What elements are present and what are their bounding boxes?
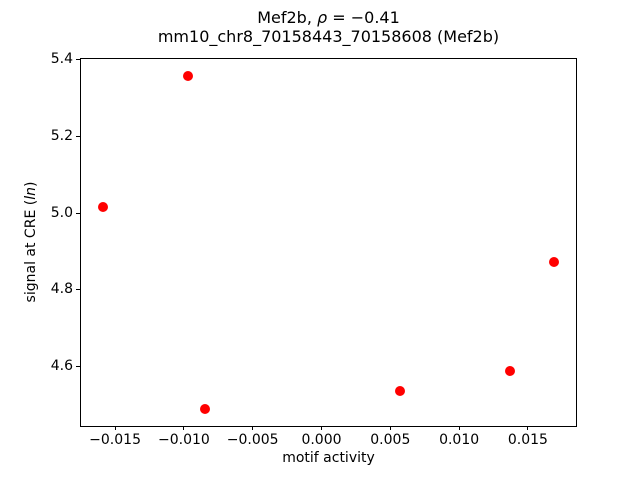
x-tick-mark [527,426,529,430]
x-tick-mark [183,426,185,430]
y-tick-label: 5.0 [50,204,73,221]
y-tick-mark [76,212,80,214]
y-axis-label-text: signal at CRE ( [23,199,39,303]
y-tick-label: 4.8 [50,281,73,298]
plot-area [80,57,577,427]
y-axis-label: signal at CRE (ln) [23,182,39,303]
x-tick-mark [252,426,254,430]
data-point [505,366,516,377]
title-correlation-value: = −0.41 [327,8,400,27]
y-tick-mark [76,135,80,137]
y-tick-mark [76,365,80,367]
title-gene-label: Mef2b, [257,8,318,27]
x-tick-label: −0.015 [89,432,141,448]
y-tick-label: 5.2 [50,127,73,144]
x-tick-label: 0.000 [301,432,342,448]
y-tick-mark [76,59,80,61]
x-tick-mark [458,426,460,430]
x-tick-label: −0.005 [226,432,279,448]
chart-title: Mef2b, ρ = −0.41 mm10_chr8_70158443_7015… [80,8,577,46]
x-tick-mark [389,426,391,430]
y-axis-label-close: ) [23,181,39,188]
y-tick-label: 4.6 [50,357,73,374]
y-axis-label-ln: ln [23,187,39,200]
x-tick-mark [114,426,116,430]
x-tick-label: −0.010 [157,432,210,448]
x-tick-label: 0.010 [439,432,480,448]
y-tick-mark [76,289,80,291]
x-tick-mark [321,426,322,430]
data-point [549,256,560,267]
data-point [199,403,210,414]
rho-symbol: ρ [317,8,328,27]
x-axis-label: motif activity [282,450,375,466]
x-tick-label: 0.015 [507,432,548,448]
chart-title-line1: Mef2b, ρ = −0.41 [80,8,577,28]
y-tick-label: 5.4 [50,51,73,68]
chart-title-line2: mm10_chr8_70158443_70158608 (Mef2b) [157,26,500,46]
x-tick-label: 0.005 [370,432,411,448]
data-point [394,386,405,397]
data-point [183,70,194,81]
data-point [97,201,108,212]
